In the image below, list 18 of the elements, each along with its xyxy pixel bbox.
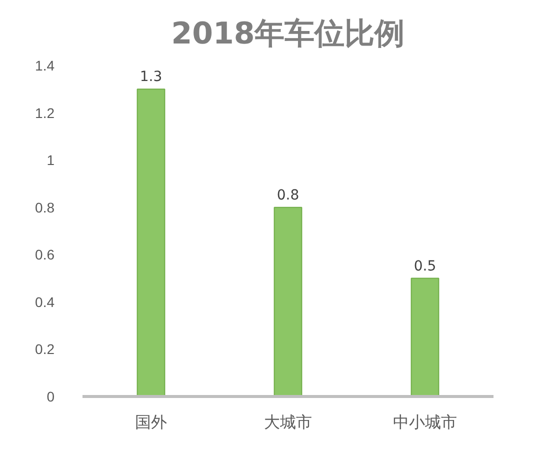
- x-tick-label: 中小城市: [393, 414, 457, 432]
- x-tick-label: 国外: [135, 414, 167, 432]
- y-tick-label: 0.2: [35, 341, 55, 358]
- data-label: 1.3: [140, 69, 162, 86]
- bar: [136, 88, 166, 396]
- y-tick-label: 1.2: [35, 104, 55, 121]
- y-tick-label: 0.4: [35, 294, 55, 310]
- y-tick-label: 0.6: [35, 246, 55, 263]
- y-tick-label: 1.4: [35, 58, 55, 74]
- bar: [274, 206, 302, 396]
- bar: [410, 278, 440, 396]
- data-label: 0.8: [276, 187, 300, 204]
- x-tick-label: 大城市: [264, 414, 312, 432]
- y-tick-label: 1: [46, 152, 55, 168]
- data-label: 0.5: [414, 258, 436, 274]
- chart-title: 2018年车位比例: [171, 16, 405, 52]
- y-tick-label: 0: [46, 388, 55, 404]
- y-tick-label: 0.8: [35, 199, 55, 216]
